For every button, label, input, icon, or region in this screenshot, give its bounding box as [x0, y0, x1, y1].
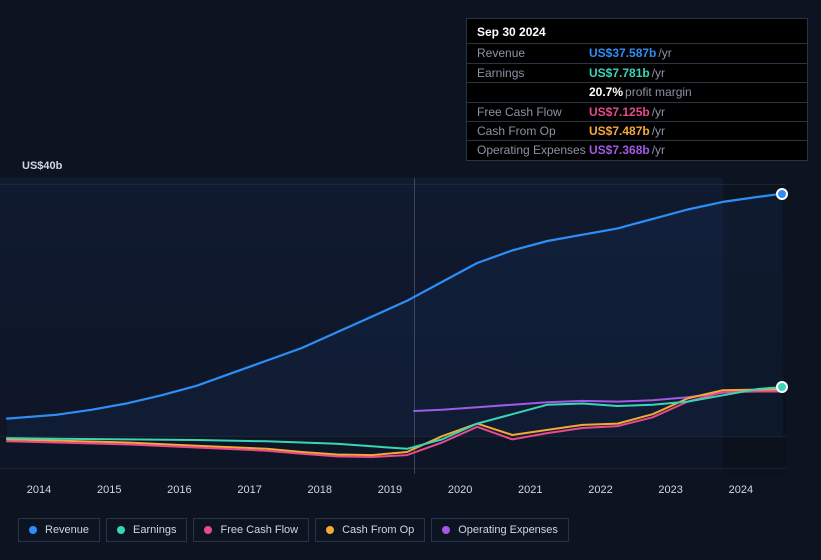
legend-swatch [117, 526, 125, 534]
legend-label: Free Cash Flow [220, 524, 298, 536]
x-axis: 2014 2015 2016 2017 2018 2019 2020 2021 2022 2023… [18, 482, 804, 500]
tooltip-row-label: Operating Expenses [477, 143, 589, 157]
chart-tooltip: Sep 30 2024 RevenueUS$37.587b /yrEarning… [466, 18, 808, 161]
tooltip-row-unit: /yr [652, 143, 665, 157]
tooltip-row: Free Cash FlowUS$7.125b /yr [467, 102, 807, 121]
x-axis-label: 2015 [97, 484, 121, 496]
chart-lines [0, 178, 786, 474]
tooltip-row: 20.7% profit margin [467, 82, 807, 101]
x-axis-label: 2016 [167, 484, 191, 496]
legend-item-cash-from-op[interactable]: Cash From Op [315, 518, 425, 542]
legend-swatch [442, 526, 450, 534]
tooltip-row: Cash From OpUS$7.487b /yr [467, 121, 807, 140]
x-axis-label: 2021 [518, 484, 542, 496]
tooltip-row-unit: /yr [652, 105, 665, 119]
chart-legend: Revenue Earnings Free Cash Flow Cash From O… [18, 518, 569, 542]
tooltip-row-value: US$7.125b [589, 105, 650, 119]
x-axis-label: 2020 [448, 484, 472, 496]
tooltip-row-value: 20.7% [589, 85, 623, 99]
legend-item-earnings[interactable]: Earnings [106, 518, 187, 542]
series-end-marker-revenue [776, 188, 788, 200]
legend-label: Revenue [45, 524, 89, 536]
tooltip-row-value: US$37.587b [589, 46, 656, 60]
x-axis-label: 2019 [378, 484, 402, 496]
tooltip-row-value: US$7.781b [589, 66, 650, 80]
tooltip-row-label: Free Cash Flow [477, 105, 589, 119]
x-axis-label: 2018 [308, 484, 332, 496]
tooltip-row-label: Revenue [477, 46, 589, 60]
legend-label: Operating Expenses [458, 524, 558, 536]
legend-item-operating-expenses[interactable]: Operating Expenses [431, 518, 569, 542]
tooltip-row-unit: /yr [658, 46, 671, 60]
tooltip-row: EarningsUS$7.781b /yr [467, 63, 807, 82]
x-axis-label: 2023 [658, 484, 682, 496]
tooltip-row-unit: /yr [652, 66, 665, 80]
y-axis-label: US$40b [22, 160, 62, 172]
x-axis-label: 2017 [237, 484, 261, 496]
tooltip-row-label: Cash From Op [477, 124, 589, 138]
legend-swatch [29, 526, 37, 534]
tooltip-row-value: US$7.368b [589, 143, 650, 157]
tooltip-row: RevenueUS$37.587b /yr [467, 43, 807, 62]
legend-item-free-cash-flow[interactable]: Free Cash Flow [193, 518, 309, 542]
tooltip-row-label: Earnings [477, 66, 589, 80]
x-axis-label: 2024 [729, 484, 753, 496]
legend-label: Cash From Op [342, 524, 414, 536]
tooltip-row-unit: /yr [652, 124, 665, 138]
tooltip-date: Sep 30 2024 [467, 19, 807, 43]
tooltip-row-unit: profit margin [625, 85, 692, 99]
tooltip-row-value: US$7.487b [589, 124, 650, 138]
legend-label: Earnings [133, 524, 176, 536]
legend-swatch [204, 526, 212, 534]
tooltip-row: Operating ExpensesUS$7.368b /yr [467, 140, 807, 159]
chart-plot-area[interactable] [0, 178, 786, 474]
legend-item-revenue[interactable]: Revenue [18, 518, 100, 542]
legend-swatch [326, 526, 334, 534]
x-axis-label: 2014 [27, 484, 51, 496]
series-end-marker-earnings [776, 381, 788, 393]
x-axis-label: 2022 [588, 484, 612, 496]
